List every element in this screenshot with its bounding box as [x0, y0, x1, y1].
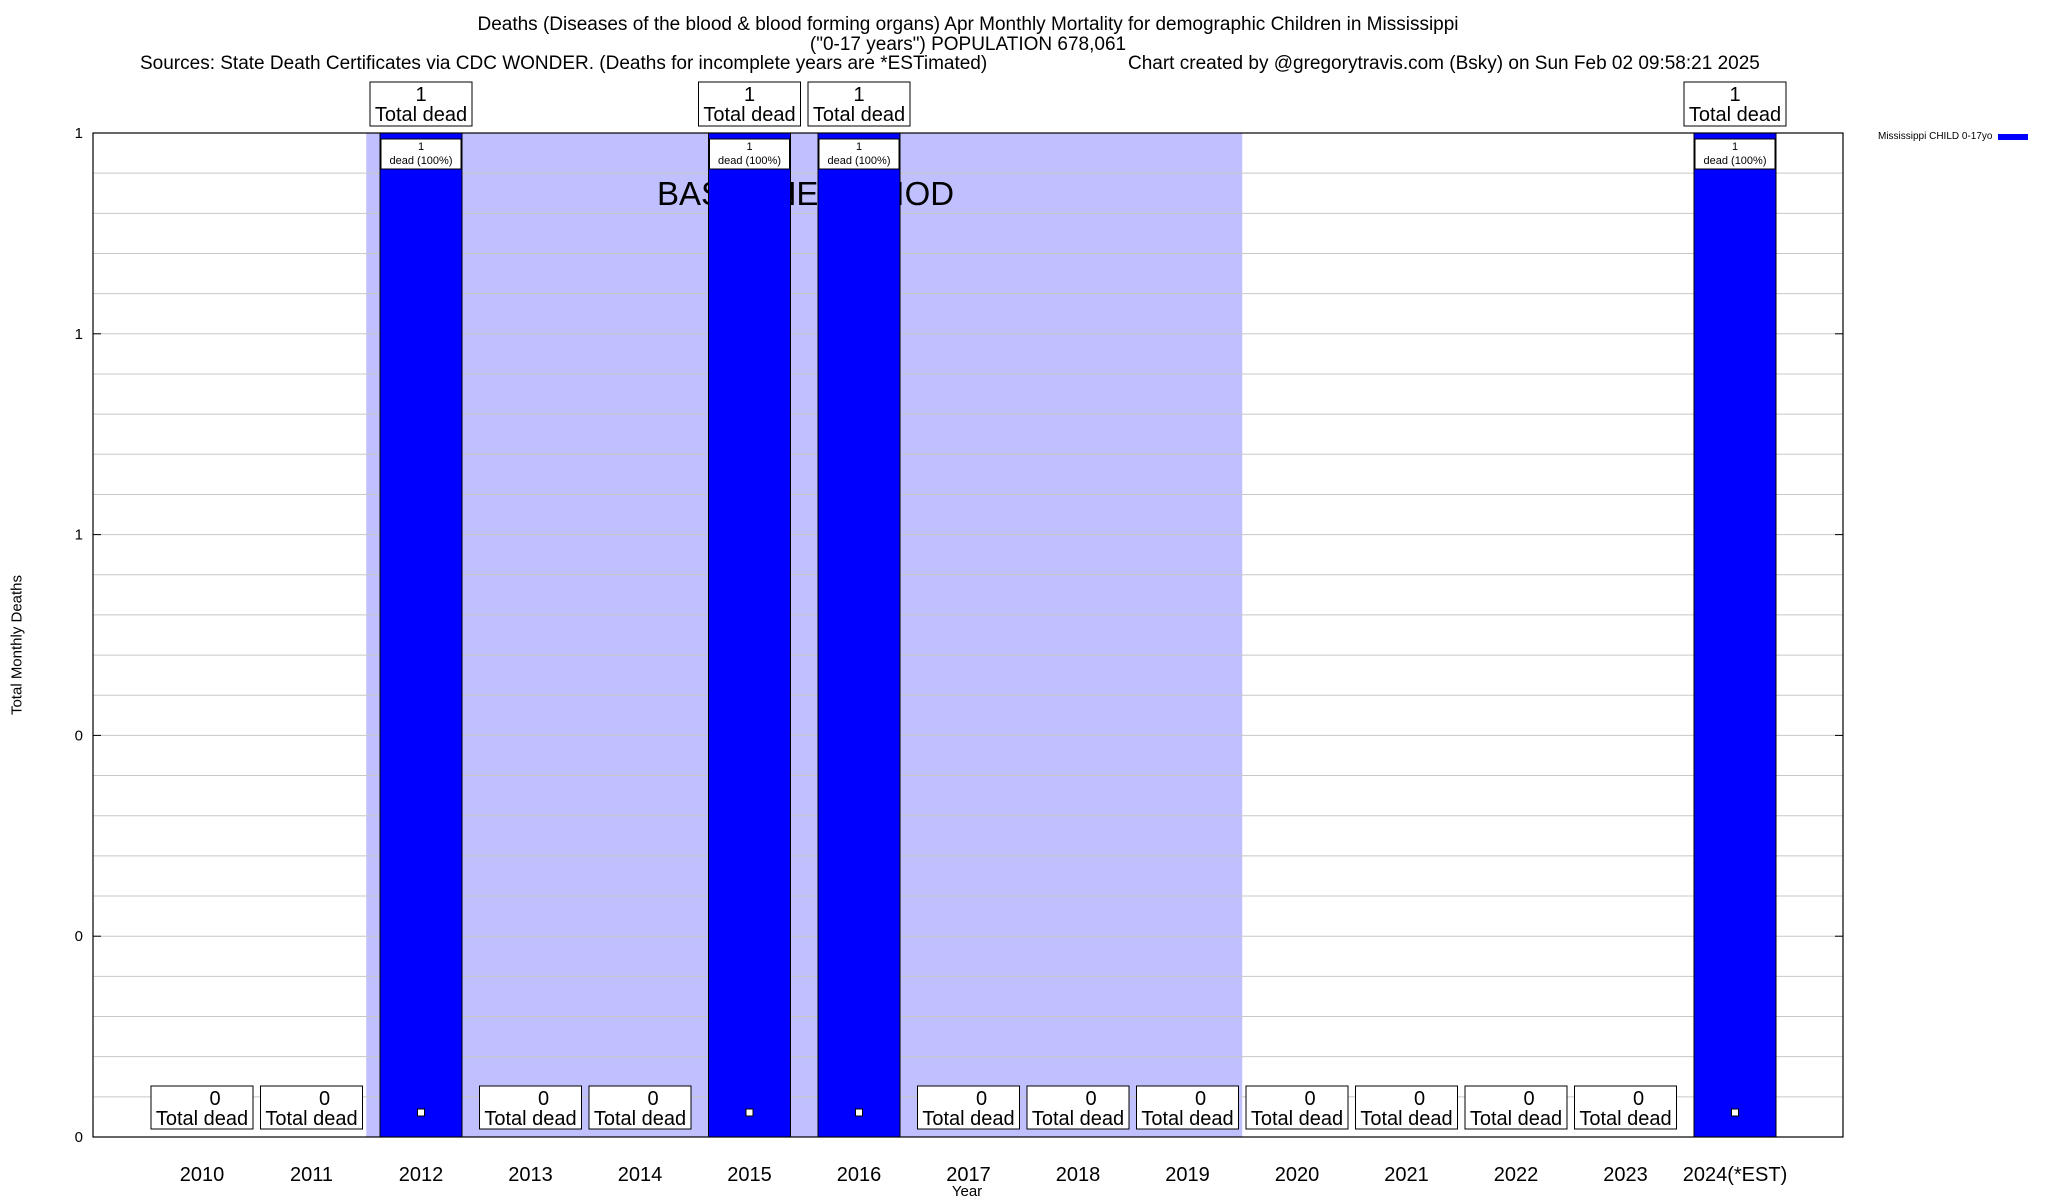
total-label-text: Total dead: [922, 1108, 1014, 1130]
total-label-value: 0: [209, 1088, 220, 1110]
x-tick-marker: [745, 1108, 754, 1117]
bar-label-text: dead (100%): [1704, 155, 1767, 167]
y-tick-label: 0: [75, 727, 83, 744]
baseline-label: BASELINE PERIOD: [657, 175, 954, 212]
bar-label-text: dead (100%): [828, 155, 891, 167]
total-label-text: Total dead: [1470, 1108, 1562, 1130]
total-label-value: 0: [538, 1088, 549, 1110]
total-label-box: [698, 81, 801, 127]
total-label-value: 0: [1085, 1088, 1096, 1110]
bar-label-text: dead (100%): [390, 155, 453, 167]
y-tick-label: 1: [75, 527, 83, 544]
total-label-text: Total dead: [1579, 1108, 1671, 1130]
x-tick-label: 2018: [1056, 1164, 1101, 1186]
total-label-value: 1: [415, 84, 426, 106]
total-label-value: 0: [1633, 1088, 1644, 1110]
chart-sources: Sources: State Death Certificates via CD…: [140, 53, 988, 74]
total-label-value: 0: [319, 1088, 330, 1110]
bar: [708, 132, 791, 1138]
x-tick-label: 2022: [1494, 1164, 1539, 1186]
total-label-box: [588, 1085, 692, 1130]
baseline-period-band: [366, 133, 1243, 1137]
y-tick-label: 0: [75, 1129, 83, 1146]
total-label-value: 0: [1195, 1088, 1206, 1110]
bar-label-value: 1: [1732, 141, 1738, 153]
total-label-box: [1136, 1085, 1239, 1130]
bar-label-value: 1: [746, 141, 752, 153]
total-label-box: [260, 1085, 363, 1130]
total-label-value: 0: [1304, 1088, 1315, 1110]
x-tick-label: 2010: [180, 1164, 225, 1186]
x-tick-label: 2021: [1384, 1164, 1429, 1186]
total-label-box: [150, 1085, 254, 1130]
total-label-value: 1: [1729, 84, 1740, 106]
total-label-box: [1464, 1085, 1568, 1130]
x-tick-label: 2015: [727, 1164, 772, 1186]
total-label-text: Total dead: [1251, 1108, 1343, 1130]
x-tick-marker: [1731, 1108, 1739, 1117]
total-label-value: 0: [1414, 1088, 1425, 1110]
total-label-box: [369, 81, 473, 127]
total-label-value: 0: [647, 1088, 658, 1110]
total-label-text: Total dead: [703, 104, 795, 126]
bar-label-text: dead (100%): [718, 155, 781, 167]
x-tick-label: 2014: [618, 1164, 663, 1186]
y-tick-label: 1: [75, 326, 83, 343]
total-label-box: [1683, 81, 1787, 127]
total-label-box: [917, 1085, 1020, 1130]
x-tick-label: 2023: [1603, 1164, 1648, 1186]
total-label-text: Total dead: [156, 1108, 248, 1130]
y-tick-label: 1: [75, 125, 83, 142]
total-label-box: [479, 1085, 582, 1130]
bar-label-box: [1694, 138, 1776, 170]
x-tick-label: 2012: [399, 1164, 444, 1186]
bar: [379, 132, 463, 1138]
total-label-text: Total dead: [375, 104, 467, 126]
total-label-text: Total dead: [1689, 104, 1781, 126]
total-label-box: [1026, 1085, 1130, 1130]
x-tick-label: 2017: [946, 1164, 991, 1186]
total-label-text: Total dead: [265, 1108, 357, 1130]
bar-label-box: [818, 138, 900, 170]
x-tick-marker: [417, 1108, 425, 1117]
x-tick-label: 2013: [508, 1164, 553, 1186]
bar: [817, 132, 901, 1138]
legend-label: Mississippi CHILD 0-17yo: [1878, 131, 1993, 142]
total-label-text: Total dead: [484, 1108, 576, 1130]
total-label-value: 0: [976, 1088, 987, 1110]
bar-label-value: 1: [418, 141, 424, 153]
chart-subtitle: ("0-17 years") POPULATION 678,061: [809, 34, 1127, 55]
chart-title: Deaths (Diseases of the blood & blood fo…: [477, 14, 1459, 35]
total-label-text: Total dead: [813, 104, 905, 126]
total-label-text: Total dead: [1032, 1108, 1124, 1130]
total-label-box: [1245, 1085, 1349, 1130]
total-label-box: [1355, 1085, 1458, 1130]
total-label-value: 0: [1523, 1088, 1534, 1110]
x-tick-label: 2019: [1165, 1164, 1210, 1186]
total-label-text: Total dead: [594, 1108, 686, 1130]
x-tick-label: 2024(*EST): [1683, 1164, 1788, 1186]
x-tick-marker: [855, 1108, 863, 1117]
total-label-box: [1574, 1085, 1677, 1130]
total-label-value: 1: [744, 84, 755, 106]
x-tick-label: 2016: [837, 1164, 882, 1186]
bar-label-box: [709, 138, 790, 170]
plot-border: [92, 132, 1844, 1138]
y-tick-label: 0: [75, 928, 83, 945]
total-label-box: [807, 81, 911, 127]
x-tick-label: 2011: [290, 1164, 333, 1186]
bar: [1693, 132, 1777, 1138]
total-label-text: Total dead: [1141, 1108, 1233, 1130]
x-axis-label: Year: [951, 1183, 983, 1200]
total-label-text: Total dead: [1360, 1108, 1452, 1130]
chart-credit: Chart created by @gregorytravis.com (Bsk…: [1128, 53, 1760, 74]
legend: Mississippi CHILD 0-17yo: [1878, 131, 2029, 142]
total-label-value: 1: [853, 84, 864, 106]
bar-label-value: 1: [856, 141, 862, 153]
legend-swatch: [1998, 133, 2029, 140]
bar-label-box: [380, 138, 462, 170]
x-tick-label: 2020: [1275, 1164, 1320, 1186]
